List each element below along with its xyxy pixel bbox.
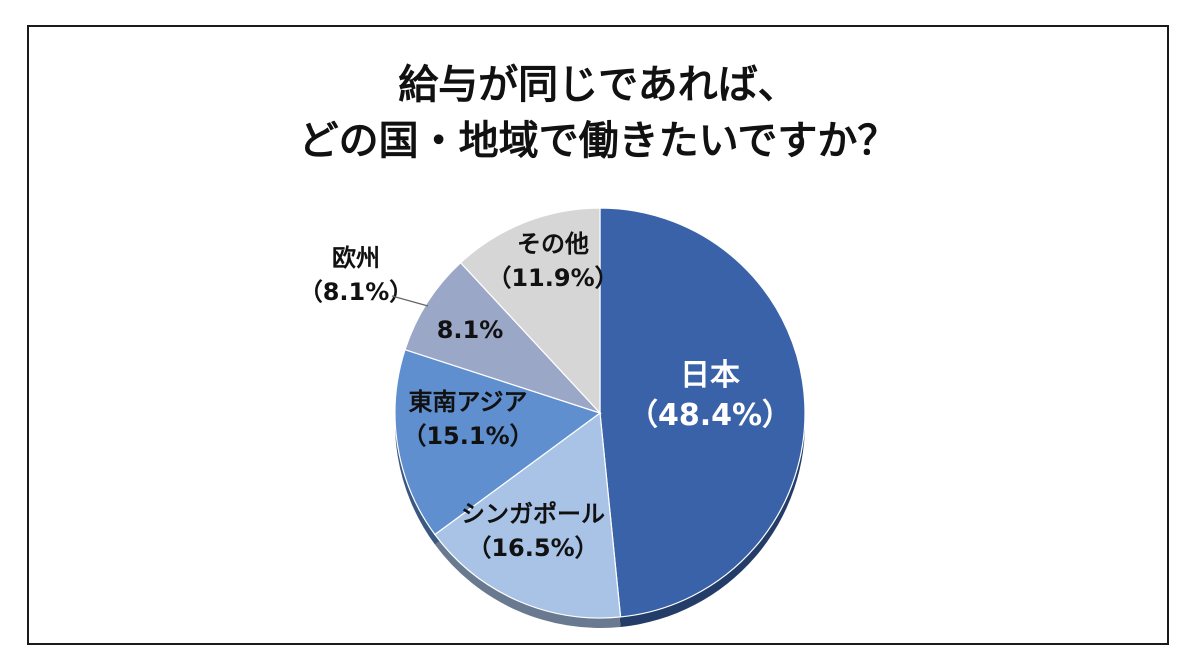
slice-leader-line-3 bbox=[391, 295, 429, 307]
chart-title-line-1: 給与が同じであれば、 bbox=[398, 62, 798, 108]
slice-label-name-0: 日本 bbox=[680, 358, 740, 393]
pie-labels: 日本 （48.4%） シンガポール （16.5%） 東南アジア （15.1%） 欧州 （8.1… bbox=[299, 230, 792, 562]
pie-slice-1 bbox=[434, 411, 622, 619]
slice-label-value-3: （8.1%） bbox=[299, 278, 414, 306]
slice-label-name-3: 欧州 bbox=[332, 244, 380, 272]
slice-label-value-4: （11.9%） bbox=[487, 264, 618, 292]
chart-title-line-2: どの国・地域で働きたいですか？ bbox=[298, 118, 898, 164]
pie-slice-4 bbox=[459, 207, 601, 415]
slice-label-value-0: （48.4%） bbox=[628, 398, 792, 433]
pie-slice-3 bbox=[404, 261, 603, 415]
pie-slices bbox=[394, 207, 806, 619]
slice-label-value-2: （15.1%） bbox=[402, 422, 533, 450]
slice-label-name-4: その他 bbox=[517, 230, 589, 258]
slice-label-value-1: （16.5%） bbox=[467, 534, 598, 562]
pie-slice-0 bbox=[599, 207, 806, 618]
slice-inside-label-3: 8.1% bbox=[437, 316, 504, 344]
slice-label-name-2: 東南アジア bbox=[408, 388, 527, 416]
slice-label-name-1: シンガポール bbox=[461, 500, 605, 528]
chart-title: 給与が同じであれば、 どの国・地域で働きたいですか？ bbox=[29, 57, 1167, 169]
pie-slice-2 bbox=[394, 348, 602, 536]
